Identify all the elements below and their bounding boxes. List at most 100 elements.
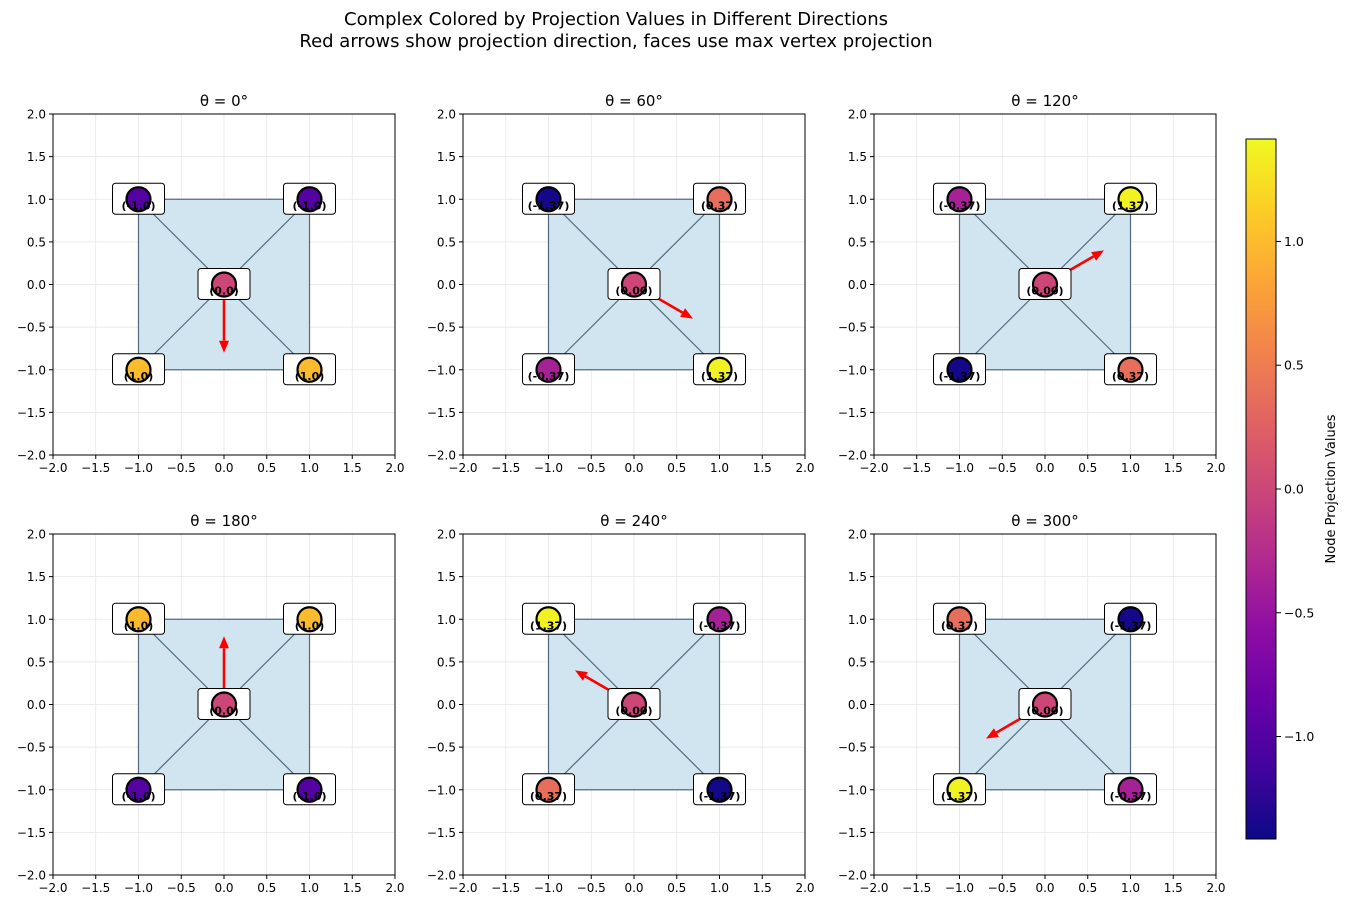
node-value-label: (-1.0) [292, 790, 326, 803]
subplot-grid: θ = 0°(-1.0) (-1.0)(0.0)(1.0) (1.0)−2.0−2.… [17, 92, 1226, 895]
subplot-title: θ = 240° [600, 512, 667, 530]
x-tick-label: 1.0 [300, 881, 319, 895]
x-tick-label: 2.0 [385, 881, 404, 895]
projection-arrow-head [575, 670, 588, 681]
node-value-label: (0.37) [941, 619, 978, 632]
y-tick-label: −1.0 [427, 363, 456, 377]
x-tick-label: 0.0 [214, 881, 233, 895]
x-tick-label: −1.5 [81, 881, 110, 895]
y-tick-label: 1.0 [27, 613, 46, 627]
y-tick-label: 1.0 [437, 613, 456, 627]
node-marker [125, 356, 152, 383]
y-tick-label: −0.5 [17, 741, 46, 755]
y-tick-label: −1.5 [838, 406, 867, 420]
subplot-180: θ = 180°(1.0) (1.0)(0.0)(-1.0) (-1.0)−2.0−… [17, 512, 405, 895]
node-value-label: (0.37) [530, 790, 567, 803]
y-tick-label: 0.0 [27, 698, 46, 712]
x-tick-label: 2.0 [1206, 881, 1225, 895]
y-tick-label: −2.0 [427, 449, 456, 463]
node-value-label: (1.37) [941, 790, 978, 803]
x-tick-label: −2.0 [448, 461, 477, 475]
node-marker [946, 776, 973, 803]
subplot-title: θ = 120° [1011, 92, 1078, 110]
node-value-label: (-0.37) [699, 619, 741, 632]
x-tick-label: 1.0 [710, 461, 729, 475]
y-tick-label: −0.5 [427, 321, 456, 335]
y-tick-label: −2.0 [427, 869, 456, 883]
y-tick-label: 0.0 [437, 278, 456, 292]
node-value-label: (0.00) [1026, 285, 1063, 298]
x-tick-label: −0.5 [988, 881, 1017, 895]
x-tick-label: −1.5 [902, 881, 931, 895]
node-marker [706, 776, 733, 803]
y-tick-label: 2.0 [437, 528, 456, 542]
node-value-label: (-0.37) [1110, 790, 1152, 803]
y-tick-label: −0.5 [427, 741, 456, 755]
node-marker [946, 606, 973, 633]
projection-arrow-head [986, 728, 999, 739]
x-tick-label: −1.0 [124, 881, 153, 895]
x-tick-label: 2.0 [795, 461, 814, 475]
node-marker [1117, 776, 1144, 803]
y-tick-label: −1.5 [17, 406, 46, 420]
node-marker [1117, 356, 1144, 383]
colorbar-tick-label: −0.5 [1284, 605, 1314, 620]
node-value-label: (1.0) [295, 619, 325, 632]
x-tick-label: −2.0 [859, 461, 888, 475]
node-marker [946, 186, 973, 213]
node-marker [706, 606, 733, 633]
node-marker [1031, 691, 1059, 718]
figure-subtitle: Red arrows show projection direction, fa… [299, 31, 932, 52]
y-tick-label: 0.0 [848, 698, 867, 712]
y-tick-label: 2.0 [848, 108, 867, 122]
x-tick-label: 0.5 [1078, 461, 1097, 475]
colorbar-label: Node Projection Values [1324, 414, 1339, 563]
y-tick-label: −2.0 [838, 449, 867, 463]
node-value-label: (1.37) [701, 370, 738, 383]
subplot-240: θ = 240° (1.37) (-0.37) (0.00) (0.37) (-1.37)… [427, 512, 815, 895]
subplot-0: θ = 0° (-1.0) (-1.0) (0.0) (1.0) (1.0) −2.0−2.… [17, 92, 405, 475]
y-tick-label: 1.5 [27, 150, 46, 164]
y-tick-label: 2.0 [27, 528, 46, 542]
y-tick-label: −0.5 [838, 321, 867, 335]
y-tick-label: −0.5 [17, 321, 46, 335]
subplot-title: θ = 60° [605, 92, 663, 110]
node-marker [706, 356, 733, 383]
x-tick-label: −1.0 [945, 881, 974, 895]
y-tick-label: −1.0 [838, 783, 867, 797]
y-tick-label: 2.0 [27, 108, 46, 122]
x-tick-label: 0.5 [667, 881, 686, 895]
node-value-label: (0.00) [615, 285, 652, 298]
y-tick-label: 1.5 [437, 570, 456, 584]
y-tick-label: 0.5 [437, 655, 456, 669]
y-tick-label: 1.0 [27, 193, 46, 207]
x-tick-label: 1.5 [1164, 461, 1183, 475]
node-marker [125, 606, 152, 633]
subplot-120: θ = 120° (-0.37) (1.37) (0.00) (-1.37) (0.37)… [838, 92, 1226, 475]
node-marker [1117, 186, 1144, 213]
x-tick-label: 1.5 [753, 881, 772, 895]
x-tick-label: −1.5 [491, 881, 520, 895]
y-tick-label: 2.0 [848, 528, 867, 542]
node-marker [1117, 606, 1144, 633]
projection-arrow-head [680, 308, 693, 319]
node-value-label: (0.00) [1026, 705, 1063, 718]
y-tick-label: 1.5 [437, 150, 456, 164]
x-tick-label: 0.0 [1035, 881, 1054, 895]
y-tick-label: 1.0 [848, 193, 867, 207]
x-tick-label: 2.0 [385, 461, 404, 475]
x-tick-label: 0.5 [1078, 881, 1097, 895]
x-tick-label: 0.5 [667, 461, 686, 475]
x-tick-label: −0.5 [988, 461, 1017, 475]
node-value-label: (-1.37) [528, 199, 570, 212]
x-tick-label: −2.0 [38, 881, 67, 895]
x-tick-label: 0.0 [624, 881, 643, 895]
x-tick-label: −1.0 [945, 461, 974, 475]
node-value-label: (1.0) [295, 370, 325, 383]
x-tick-label: 0.0 [1035, 461, 1054, 475]
x-tick-label: 1.0 [1121, 461, 1140, 475]
x-tick-label: 2.0 [1206, 461, 1225, 475]
node-marker [620, 271, 648, 298]
y-tick-label: −1.5 [838, 826, 867, 840]
y-tick-label: 0.5 [27, 235, 46, 249]
